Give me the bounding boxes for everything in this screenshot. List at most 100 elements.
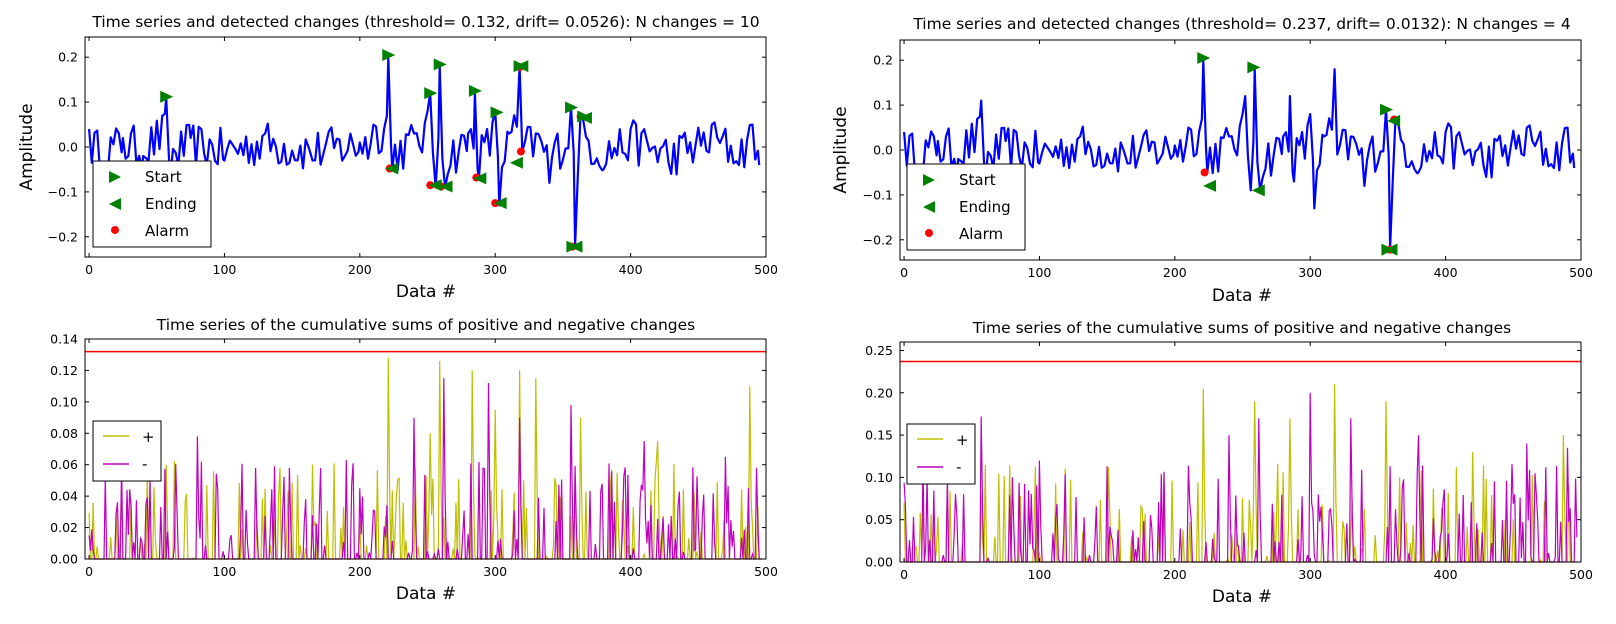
minus-cumsum-line: [88, 378, 762, 560]
x-axis-label: Data #: [396, 282, 456, 302]
legend: Start Ending Alarm: [906, 163, 1026, 251]
y-tick-label: 0.05: [865, 512, 893, 527]
plot-frame: [84, 338, 767, 560]
alarm-marker: [516, 147, 525, 156]
ending-marker: [385, 162, 399, 175]
ending-marker: [1251, 184, 1265, 197]
y-tick-label: 0.00: [50, 552, 78, 567]
ending-marker: [515, 60, 529, 73]
start-marker: [1247, 61, 1261, 74]
chart-title: Time series and detected changes (thresh…: [912, 15, 1570, 33]
start-marker: [433, 58, 447, 71]
start-marker: [1197, 51, 1211, 64]
amplitude-series-line: [903, 59, 1576, 250]
y-tick-label: 0.00: [865, 555, 893, 570]
x-tick-label: 400: [1434, 567, 1458, 582]
x-axis-label: Data #: [1212, 587, 1272, 607]
start-marker: [565, 101, 579, 114]
start-marker: [468, 84, 482, 97]
ending-marker: [578, 111, 592, 124]
y-tick-label: 0.25: [865, 343, 893, 358]
axis-ticks: 0 100 200 300 400 500 −0.2 −0.1 0.0 0.1 0.2: [48, 37, 778, 277]
axis-ticks: 0 100 200 300 400 500 −0.2 −0.1 0.0 0.1 0.2: [863, 40, 1593, 280]
y-tick-label: 0.1: [873, 98, 893, 113]
x-tick-label: 100: [213, 564, 237, 579]
legend-label-minus: -: [142, 455, 147, 473]
y-tick-label: 0.10: [50, 394, 78, 409]
x-tick-label: 200: [1163, 265, 1187, 280]
chart-title: Time series and detected changes (thresh…: [91, 13, 759, 31]
x-tick-label: 0: [85, 564, 93, 579]
plot-data: [88, 48, 761, 253]
start-marker: [424, 87, 438, 100]
start-marker-icon: [923, 174, 935, 186]
y-tick-label: 0.14: [50, 332, 78, 347]
legend-label-plus: +: [956, 431, 969, 449]
y-tick-label: 0.06: [50, 457, 78, 472]
ending-marker: [439, 180, 453, 193]
legend: Start Ending Alarm: [92, 160, 212, 248]
y-tick-label: −0.1: [48, 184, 78, 199]
y-axis-label: Amplitude: [17, 103, 37, 190]
x-tick-label: 100: [1028, 567, 1052, 582]
y-tick-label: −0.1: [863, 187, 893, 202]
y-tick-label: 0.10: [865, 470, 893, 485]
legend-box: [906, 423, 976, 485]
start-marker-icon: [109, 171, 121, 183]
plot-data: [85, 350, 766, 560]
start-marker: [382, 48, 396, 61]
x-tick-label: 500: [754, 564, 778, 579]
x-tick-label: 400: [619, 262, 643, 277]
ending-marker: [428, 179, 442, 192]
y-tick-label: −0.2: [863, 232, 893, 247]
start-marker: [160, 90, 174, 103]
x-tick-label: 500: [754, 262, 778, 277]
legend-label-ending: Ending: [145, 195, 197, 213]
legend-label-start: Start: [145, 168, 182, 186]
plot-data: [903, 51, 1576, 256]
ending-marker: [1203, 179, 1217, 192]
y-axis-label: Amplitude: [831, 106, 851, 193]
x-tick-label: 400: [619, 564, 643, 579]
y-tick-label: 0.2: [873, 53, 893, 68]
legend-label-start: Start: [959, 171, 996, 189]
legend-label-ending: Ending: [959, 198, 1011, 216]
legend-label-plus: +: [142, 428, 155, 446]
y-tick-label: 0.0: [873, 143, 893, 158]
x-axis-label: Data #: [1212, 286, 1272, 306]
axis-ticks: 0 100 200 300 400 500 0.00 0.05 0.10 0.15 0.20 0.25: [865, 342, 1593, 582]
y-tick-label: 0.2: [58, 50, 78, 65]
ending-marker: [569, 240, 583, 253]
x-tick-label: 200: [1163, 567, 1187, 582]
x-tick-label: 0: [900, 265, 908, 280]
start-marker: [1380, 103, 1394, 116]
x-tick-label: 200: [348, 564, 372, 579]
x-tick-label: 300: [1298, 265, 1322, 280]
x-tick-label: 300: [1298, 567, 1322, 582]
ending-marker: [1384, 243, 1398, 256]
plot-frame: [899, 341, 1582, 563]
axis-ticks: 0 100 200 300 400 500 0.00 0.02 0.04 0.06 0.08 0.10…: [50, 332, 778, 580]
chart-title: Time series of the cumulative sums of po…: [156, 316, 696, 334]
legend-label-alarm: Alarm: [145, 222, 189, 240]
y-tick-label: −0.2: [48, 229, 78, 244]
y-tick-label: 0.12: [50, 363, 78, 378]
start-marker: [490, 106, 504, 119]
y-tick-label: 0.20: [865, 385, 893, 400]
y-tick-label: 0.15: [865, 428, 893, 443]
legend-box: [92, 420, 162, 482]
y-tick-label: 0.1: [58, 95, 78, 110]
plot-data: [900, 360, 1581, 565]
alarm-marker: [1200, 168, 1209, 177]
ending-marker: [509, 156, 523, 169]
y-tick-label: 0.04: [50, 489, 78, 504]
y-tick-label: 0.0: [58, 140, 78, 155]
legend-label-alarm: Alarm: [959, 225, 1003, 243]
legend: + -: [906, 423, 976, 485]
x-tick-label: 200: [348, 262, 372, 277]
x-tick-label: 500: [1569, 567, 1593, 582]
amplitude-series-line: [88, 56, 761, 247]
ending-marker-icon: [109, 198, 121, 210]
panel-top-left: Time series and detected changes (thresh…: [17, 13, 778, 302]
